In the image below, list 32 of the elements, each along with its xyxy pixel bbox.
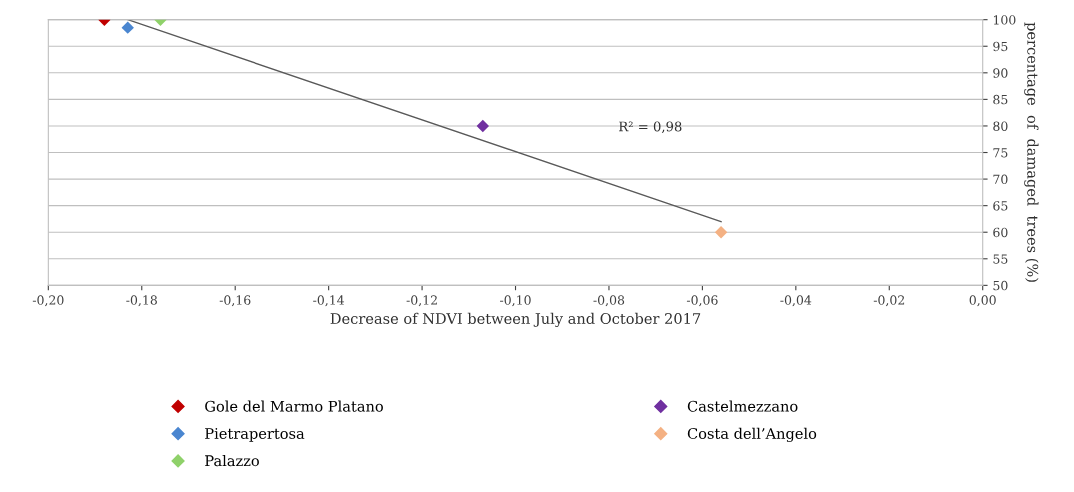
annotation: R² = 0,98 bbox=[619, 121, 682, 134]
legend-label: Palazzo bbox=[205, 454, 259, 467]
x-axis-title: Decrease of NDVI between July and October 2017 bbox=[330, 312, 701, 328]
x-tick-label: 0,00 bbox=[969, 295, 996, 307]
y-tick-label: 85 bbox=[993, 94, 1008, 105]
y-tick-label: 100 bbox=[993, 15, 1016, 25]
x-tick-label: -0,20 bbox=[32, 295, 64, 307]
x-tick-label: -0,04 bbox=[780, 295, 812, 307]
y-tick-label: 95 bbox=[993, 41, 1008, 52]
y-tick-label: 55 bbox=[993, 254, 1008, 264]
x-tick-label: -0,18 bbox=[126, 295, 157, 307]
x-tick-label: -0,10 bbox=[500, 295, 531, 307]
y-tick-label: 65 bbox=[993, 201, 1008, 211]
y-tick-label: 90 bbox=[993, 68, 1008, 78]
y-tick-label: 60 bbox=[993, 227, 1008, 238]
legend-label: Pietrapertosa bbox=[205, 428, 305, 442]
point bbox=[714, 226, 728, 239]
legend-label: Castelmezzano bbox=[687, 400, 798, 412]
x-tick-label: -0,02 bbox=[873, 295, 905, 307]
y-tick-label: 70 bbox=[993, 174, 1008, 185]
y-tick-label: 80 bbox=[993, 121, 1008, 131]
x-tick-label: -0,14 bbox=[313, 295, 345, 307]
legend-label: Costa dell’Angelo bbox=[687, 427, 817, 442]
x-tick-label: -0,06 bbox=[686, 295, 718, 307]
x-tick-label: -0,12 bbox=[406, 295, 437, 307]
x-tick-label: -0,16 bbox=[219, 295, 251, 307]
y-axis-title: percentage of damaged trees (%) bbox=[1024, 22, 1039, 282]
point bbox=[476, 119, 490, 133]
y-tick-label: 50 bbox=[993, 280, 1008, 291]
legend-label: Gole del Marmo Platano bbox=[205, 400, 383, 412]
x-tick-label: -0,08 bbox=[593, 295, 625, 307]
y-tick-label: 75 bbox=[993, 148, 1008, 158]
